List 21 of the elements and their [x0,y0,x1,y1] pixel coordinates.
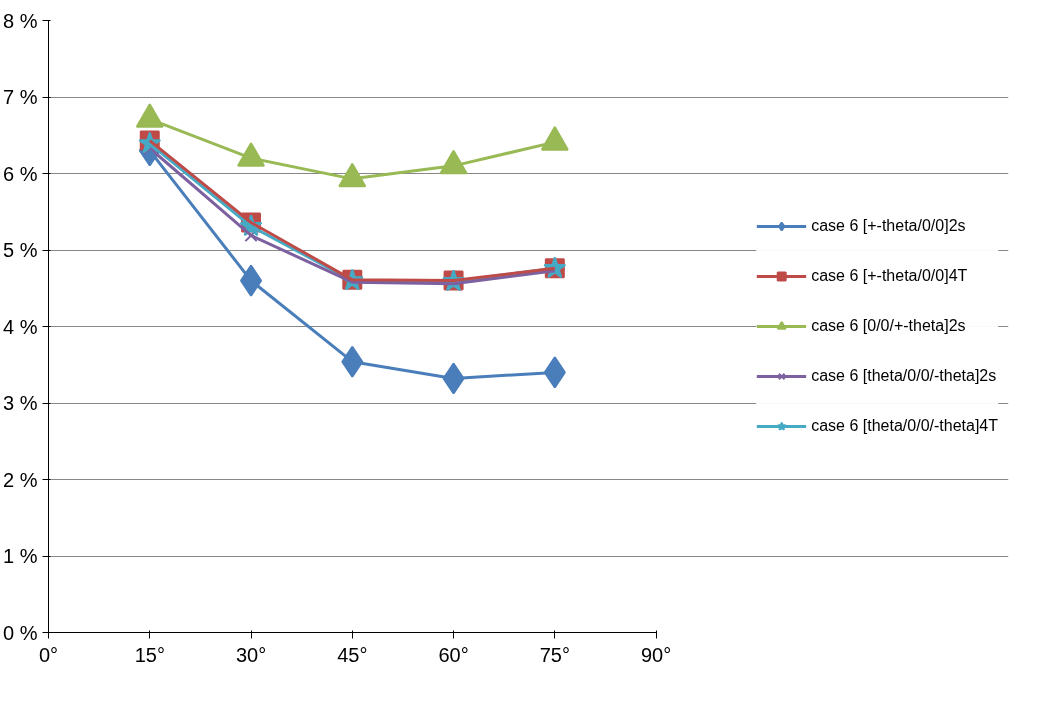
y-tick-label: 0 % [3,621,38,644]
x-tick-label: 0° [38,643,59,666]
y-tick-label: 5 % [3,239,38,261]
y-tick-label: 7 % [3,86,38,108]
legend-label: case 6 [theta/0/0/-theta]4T [811,417,998,435]
x-tick-label: 15° [134,643,165,666]
y-tick-label: 4 % [3,315,38,338]
legend-label: case 6 [+-theta/0/0]2s [811,217,966,235]
x-tick-label: 90° [640,643,672,666]
y-tick-label: 8 % [3,9,38,32]
y-tick-label: 6 % [3,162,38,185]
x-tick-label: 75° [539,643,570,666]
x-tick-label: 45° [337,643,368,666]
legend-label: case 6 [theta/0/0/-theta]2s [811,367,997,385]
x-tick-label: 60° [438,643,469,666]
y-tick-label: 2 % [3,468,38,491]
legend-label: case 6 [0/0/+-theta]2s [811,317,966,335]
y-tick-label: 1 % [3,545,38,567]
x-tick-label: 30° [235,643,267,666]
y-tick-label: 3 % [3,392,38,414]
legend-label: case 6 [+-theta/0/0]4T [811,267,968,285]
